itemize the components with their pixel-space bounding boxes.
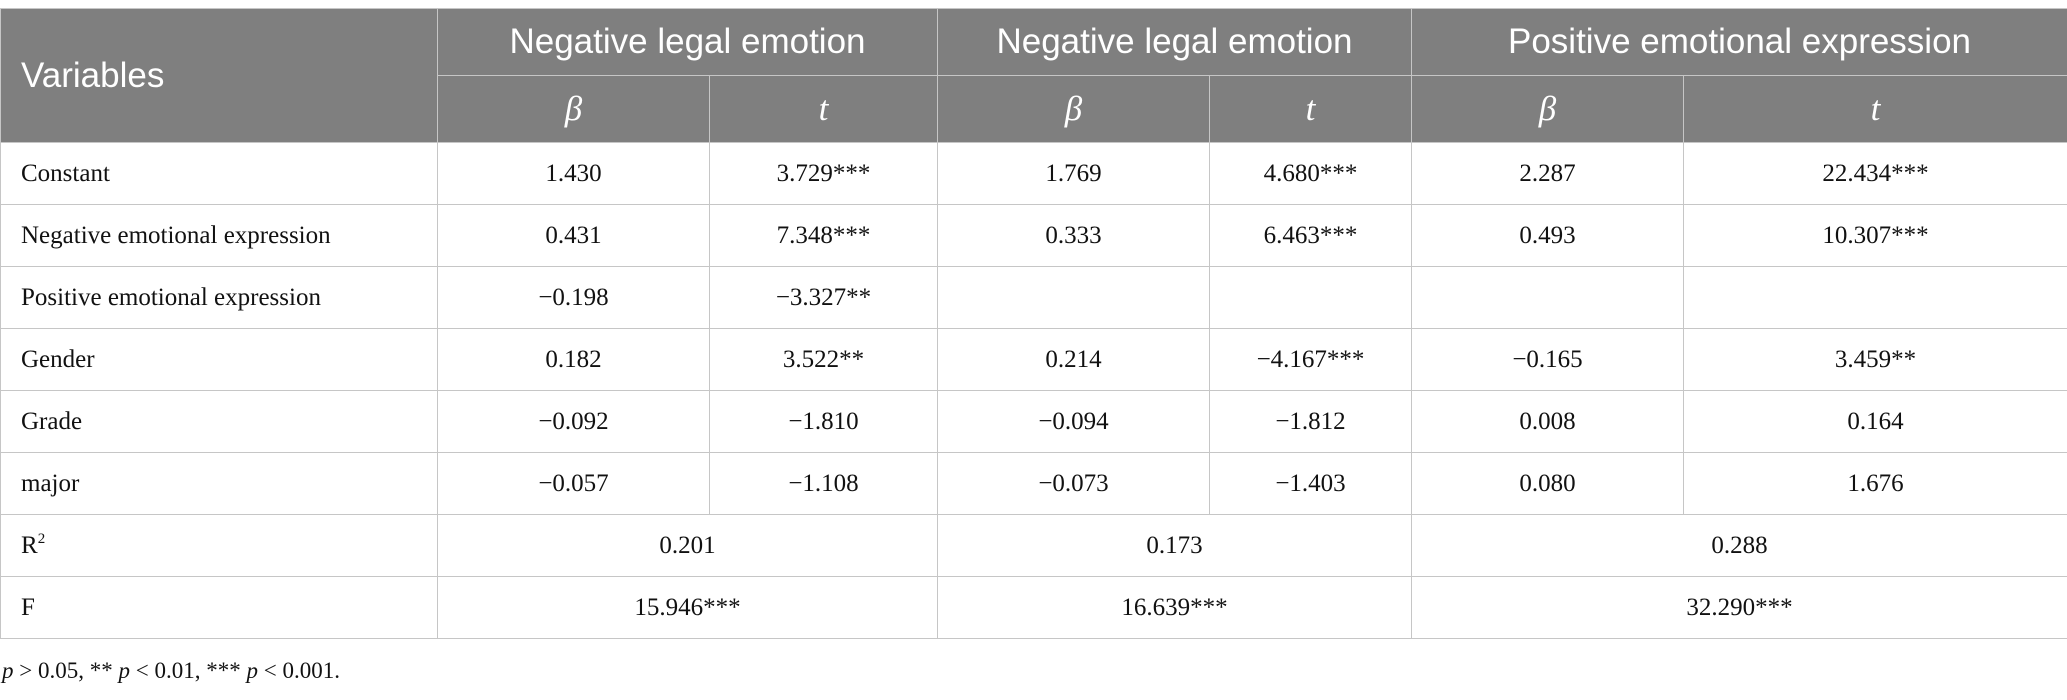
cell-value: 1.676	[1682, 452, 2067, 515]
note-text: > 0.05, **	[13, 658, 119, 683]
header-row-stats: β t β t β t	[1, 75, 2067, 143]
p-symbol: p	[118, 658, 130, 683]
cell-value: −1.108	[709, 452, 938, 515]
cell-value: 0.493	[1411, 204, 1684, 267]
cell-value: −4.167***	[1209, 328, 1412, 391]
cell-value: −1.810	[709, 390, 938, 453]
cell-value: −0.073	[937, 452, 1210, 515]
cell-value: 0.201	[437, 514, 938, 577]
table-body: Constant 1.430 3.729*** 1.769 4.680*** 2…	[0, 142, 2067, 639]
beta-header: β	[437, 75, 710, 143]
cell-value: 0.173	[937, 514, 1412, 577]
summary-row-f: F 15.946*** 16.639*** 32.290***	[0, 576, 2067, 639]
p-symbol: p	[2, 658, 14, 683]
row-label: Positive emotional expression	[0, 266, 438, 329]
note-text: < 0.001.	[257, 658, 340, 683]
cell-value: 0.214	[937, 328, 1210, 391]
note-text: < 0.01, ***	[129, 658, 247, 683]
cell-value: 0.008	[1411, 390, 1684, 453]
row-label: R2	[0, 514, 438, 577]
cell-value	[937, 266, 1210, 329]
cell-value	[1411, 266, 1684, 329]
cell-value: 3.459**	[1682, 328, 2067, 391]
beta-header: β	[1411, 75, 1684, 143]
variables-header: Variables	[0, 8, 438, 143]
cell-value: 6.463***	[1209, 204, 1412, 267]
table-row: Constant 1.430 3.729*** 1.769 4.680*** 2…	[0, 142, 2067, 205]
cell-value: −1.403	[1209, 452, 1412, 515]
cell-value: 0.288	[1410, 514, 2067, 577]
beta-header: β	[937, 75, 1210, 143]
cell-value: 0.431	[437, 204, 710, 267]
cell-value: 3.729***	[709, 142, 938, 205]
header-row-groups: Variables Negative legal emotion Negativ…	[0, 8, 2067, 143]
cell-value: 0.182	[437, 328, 710, 391]
table-row: Gender 0.182 3.522** 0.214 −4.167*** −0.…	[0, 328, 2067, 391]
cell-value: −0.057	[437, 452, 710, 515]
r-label: R	[21, 532, 38, 559]
summary-row-r2: R2 0.201 0.173 0.288	[0, 514, 2067, 577]
cell-value: −0.092	[437, 390, 710, 453]
cell-value: 1.430	[437, 142, 710, 205]
cell-value: −1.812	[1209, 390, 1412, 453]
row-label: major	[0, 452, 438, 515]
cell-value: 32.290***	[1410, 576, 2067, 639]
group-header-3: Positive emotional expression	[1410, 8, 2067, 76]
cell-value: 15.946***	[437, 576, 938, 639]
cell-value: 10.307***	[1682, 204, 2067, 267]
row-label: F	[0, 576, 438, 639]
row-label: Grade	[0, 390, 438, 453]
row-label: Constant	[0, 142, 438, 205]
cell-value: 2.287	[1411, 142, 1684, 205]
cell-value: 3.522**	[709, 328, 938, 391]
table-row: Negative emotional expression 0.431 7.34…	[0, 204, 2067, 267]
cell-value: 16.639***	[937, 576, 1412, 639]
row-label: Gender	[0, 328, 438, 391]
cell-value: −0.198	[437, 266, 710, 329]
p-symbol: p	[246, 658, 258, 683]
cell-value: 0.333	[937, 204, 1210, 267]
cell-value: −0.165	[1411, 328, 1684, 391]
regression-table: Variables Negative legal emotion Negativ…	[0, 8, 2067, 639]
table-row: Grade −0.092 −1.810 −0.094 −1.812 0.008 …	[0, 390, 2067, 453]
t-header: t	[1209, 75, 1412, 143]
table-header: Variables Negative legal emotion Negativ…	[0, 8, 2067, 143]
significance-note: p > 0.05, ** p < 0.01, *** p < 0.001.	[2, 658, 340, 684]
table-row: Positive emotional expression −0.198 −3.…	[0, 266, 2067, 329]
cell-value: −3.327**	[709, 266, 938, 329]
cell-value: 1.769	[937, 142, 1210, 205]
cell-value	[1209, 266, 1412, 329]
cell-value	[1682, 266, 2067, 329]
t-header: t	[1682, 75, 2067, 143]
group-header-2: Negative legal emotion	[937, 8, 1412, 76]
cell-value: −0.094	[937, 390, 1210, 453]
t-header: t	[709, 75, 938, 143]
cell-value: 0.080	[1411, 452, 1684, 515]
cell-value: 4.680***	[1209, 142, 1412, 205]
table-row: major −0.057 −1.108 −0.073 −1.403 0.080 …	[0, 452, 2067, 515]
cell-value: 0.164	[1682, 390, 2067, 453]
cell-value: 7.348***	[709, 204, 938, 267]
group-header-1: Negative legal emotion	[437, 8, 938, 76]
row-label: Negative emotional expression	[0, 204, 438, 267]
cell-value: 22.434***	[1682, 142, 2067, 205]
r-squared-superscript: 2	[37, 531, 46, 547]
